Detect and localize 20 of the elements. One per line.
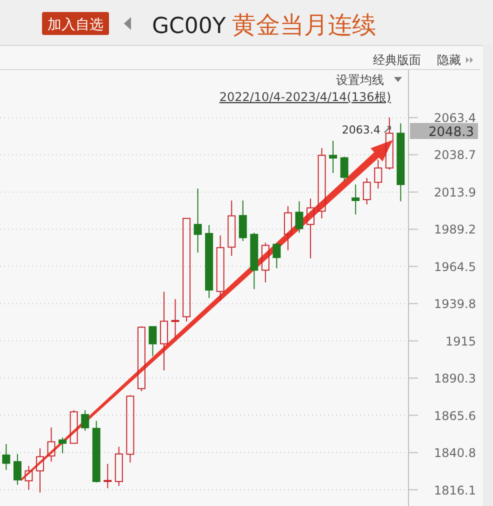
y-tick-label: 1816.1 — [434, 483, 476, 498]
y-tick-label: 1865.6 — [434, 408, 476, 423]
text: 2048.3 — [428, 125, 474, 140]
annotation: 2063.4 — [342, 124, 380, 137]
text: 经典版面 — [373, 53, 421, 67]
text: GC00Y — [152, 14, 226, 39]
annotation: 设置均线 — [336, 73, 384, 87]
y-tick-label: 1989.2 — [434, 222, 476, 237]
text: 加入自选 — [48, 17, 104, 33]
text: 隐藏 — [437, 53, 461, 67]
chart-title: 黄金当月连续 — [232, 11, 376, 39]
y-tick-label: 1890.3 — [434, 372, 476, 386]
y-tick-label: 1939.8 — [434, 297, 476, 312]
y-tick-label: 2063.4 — [434, 111, 476, 126]
y-tick-label: 1840.8 — [434, 446, 476, 460]
y-tick-label: 1915 — [445, 334, 476, 348]
y-tick-label: 1964.5 — [434, 260, 476, 274]
y-tick-label: 2038.7 — [434, 148, 476, 162]
y-tick-label: 2013.9 — [434, 186, 476, 200]
text: 2022/10/4-2023/4/14(136根) — [219, 90, 391, 104]
